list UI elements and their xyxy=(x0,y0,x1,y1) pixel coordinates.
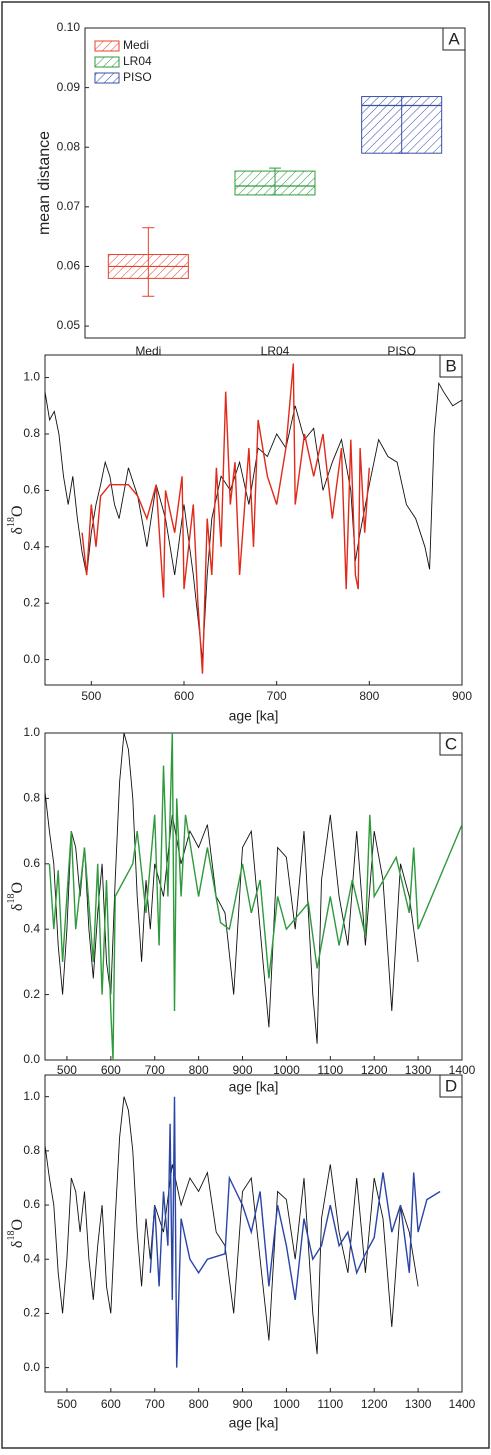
x-tick-label: 1100 xyxy=(317,1397,343,1411)
panel-label: D xyxy=(445,1076,457,1095)
x-tick-label: 500 xyxy=(81,689,101,703)
x-tick-label: 1100 xyxy=(317,1063,343,1077)
y-tick-label: 0.06 xyxy=(57,259,81,273)
box xyxy=(234,170,316,196)
y-axis-label: mean distance xyxy=(36,131,53,235)
data-line xyxy=(48,733,462,1060)
x-tick-label: 1000 xyxy=(273,1397,300,1411)
x-tick-label: 700 xyxy=(267,689,287,703)
y-tick-label: 0.4 xyxy=(23,539,40,553)
x-tick-label: 700 xyxy=(145,1063,165,1077)
y-axis-label-part: O xyxy=(9,505,26,517)
x-tick-label: Medi xyxy=(135,344,161,358)
legend-label: LR04 xyxy=(123,54,152,68)
x-tick-label: 1200 xyxy=(361,1397,388,1411)
y-tick-label: 0.8 xyxy=(23,791,40,805)
y-tick-label: 0.6 xyxy=(23,483,40,497)
y-tick-label: 0.07 xyxy=(57,199,81,213)
x-tick-label: 1400 xyxy=(449,1063,476,1077)
y-axis-label-part: δ xyxy=(9,527,26,535)
y-tick-label: 1.0 xyxy=(23,370,40,384)
x-tick-label: 600 xyxy=(101,1063,121,1077)
y-tick-label: 0.8 xyxy=(23,426,40,440)
panel-label: A xyxy=(448,29,460,48)
y-axis-label-part: O xyxy=(9,1219,26,1231)
y-tick-label: 1.0 xyxy=(23,725,40,739)
y-axis-label-part: 18 xyxy=(6,1231,17,1241)
legend-swatch xyxy=(94,56,120,68)
x-tick-label: 800 xyxy=(359,689,379,703)
y-tick-label: 0.8 xyxy=(23,1143,40,1157)
y-axis-label-part: O xyxy=(9,882,26,894)
y-axis-label-part: 18 xyxy=(6,517,17,527)
x-tick-label: 1300 xyxy=(405,1397,432,1411)
x-tick-label: 1000 xyxy=(273,1063,300,1077)
y-tick-label: 0.4 xyxy=(23,1251,40,1265)
x-axis-label: age [ka] xyxy=(229,708,279,724)
legend-label: Medi xyxy=(123,38,149,52)
x-tick-label: 1200 xyxy=(361,1063,388,1077)
x-tick-label: 600 xyxy=(101,1397,121,1411)
x-tick-label: PISO xyxy=(387,344,416,358)
x-tick-label: LR04 xyxy=(261,344,290,358)
x-axis-label: age [ka] xyxy=(229,1415,279,1431)
plot-frame xyxy=(84,27,466,339)
x-axis-label: age [ka] xyxy=(229,1079,279,1095)
y-tick-label: 0.2 xyxy=(23,595,40,609)
panel-label-box xyxy=(442,27,466,51)
y-tick-label: 0.10 xyxy=(57,20,81,34)
x-tick-label: 900 xyxy=(452,689,472,703)
y-tick-label: 1.0 xyxy=(23,1089,40,1103)
x-tick-label: 800 xyxy=(189,1063,209,1077)
x-tick-label: 900 xyxy=(233,1063,253,1077)
y-tick-label: 0.2 xyxy=(23,1306,40,1320)
y-tick-label: 0.09 xyxy=(57,80,81,94)
panel-label-box xyxy=(439,1074,463,1098)
y-tick-label: 0.0 xyxy=(23,1360,40,1374)
x-tick-label: 900 xyxy=(233,1397,253,1411)
data-line xyxy=(45,1096,419,1355)
x-tick-label: 700 xyxy=(145,1397,165,1411)
x-tick-label: 800 xyxy=(189,1397,209,1411)
panel-label-box xyxy=(439,732,463,756)
plot-frame xyxy=(44,354,463,686)
y-axis-label-part: δ xyxy=(9,904,26,912)
y-tick-label: 0.6 xyxy=(23,856,40,870)
y-tick-label: 0.6 xyxy=(23,1197,40,1211)
x-tick-label: 1300 xyxy=(405,1063,432,1077)
panel-label: C xyxy=(445,734,457,753)
legend-swatch xyxy=(94,40,120,52)
x-tick-label: 1400 xyxy=(449,1397,476,1411)
x-tick-label: 600 xyxy=(174,689,194,703)
data-line xyxy=(81,363,370,674)
x-tick-label: 500 xyxy=(57,1397,77,1411)
legend-swatch xyxy=(94,72,120,84)
panel-label: B xyxy=(445,356,456,375)
data-line xyxy=(45,381,462,660)
y-tick-label: 0.2 xyxy=(23,987,40,1001)
legend-label: PISO xyxy=(123,70,152,84)
y-axis-label: δ18O xyxy=(6,1219,25,1248)
y-axis-label: δ18O xyxy=(6,505,25,534)
plot-frame xyxy=(44,1074,463,1393)
y-tick-label: 0.05 xyxy=(57,318,81,332)
data-line xyxy=(45,733,419,1044)
y-tick-label: 0.4 xyxy=(23,921,40,935)
y-axis-label-part: δ xyxy=(9,1241,26,1249)
y-tick-label: 0.0 xyxy=(23,1052,40,1066)
y-axis-label-part: 18 xyxy=(6,894,17,904)
data-line xyxy=(149,1096,441,1368)
y-tick-label: 0.08 xyxy=(57,139,81,153)
y-axis-label: δ18O xyxy=(6,882,25,911)
y-tick-label: 0.0 xyxy=(23,652,40,666)
plot-frame xyxy=(44,732,463,1061)
x-tick-label: 500 xyxy=(57,1063,77,1077)
panel-label-box xyxy=(439,354,463,378)
